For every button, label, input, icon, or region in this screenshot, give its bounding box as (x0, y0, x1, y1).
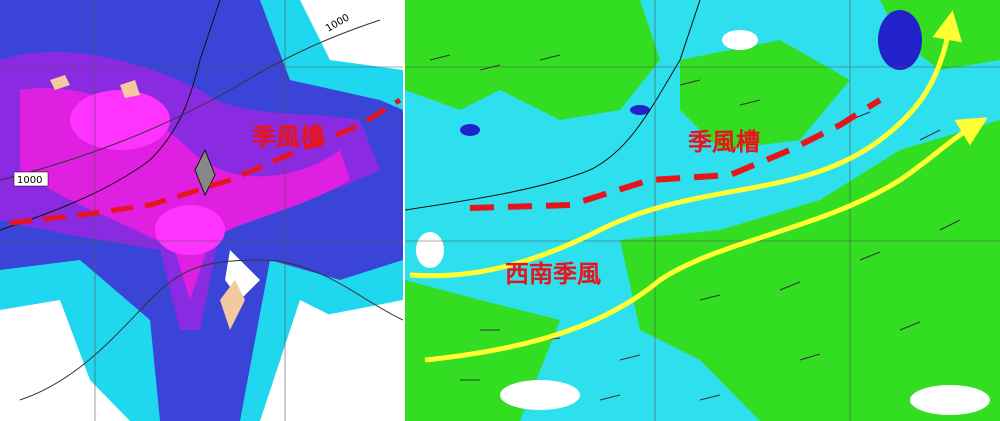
left-panel: 1000 1000 季風槽 (0, 0, 403, 421)
isobar-label: 1000 (17, 175, 42, 186)
trough-label: 季風槽 (688, 128, 760, 156)
right-panel: 季風槽 西南季風 (405, 0, 1000, 421)
trough-label: 季風槽 (252, 123, 324, 151)
monsoon-label: 西南季風 (505, 260, 601, 288)
